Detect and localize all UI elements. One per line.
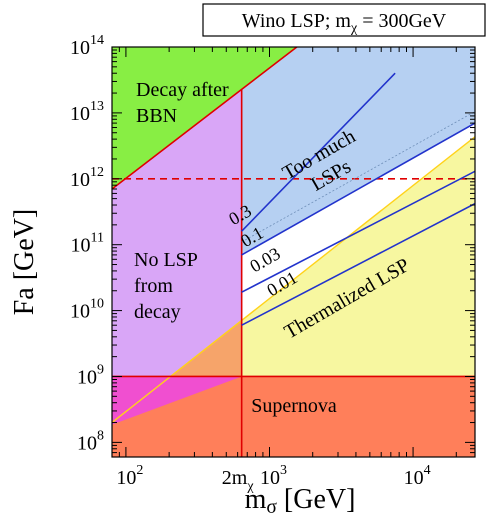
y-tick-label: 1010: [70, 297, 104, 323]
contour-line-3: [241, 202, 475, 326]
x-tick-label: 103: [260, 463, 287, 489]
x-tick-label: 102: [116, 463, 143, 489]
thermal-boundary-line: [112, 135, 475, 424]
y-tick-label: 108: [77, 428, 104, 454]
y-axis-label: Fa [GeV]: [9, 209, 40, 316]
contour-line-2: [241, 170, 475, 293]
region-allowed-band: [241, 123, 475, 321]
region-overlap-nolsp-supernova: [112, 376, 242, 425]
x-tick-label: 104: [404, 463, 431, 489]
contour-edge-dotted: [241, 111, 475, 243]
contour-line-0: [241, 72, 396, 232]
y-tick-label: 1011: [71, 231, 104, 257]
plot-frame: [111, 46, 476, 458]
label-no-lsp-from-decay: No LSP from decay: [134, 249, 198, 323]
y-tick-label: 1014: [70, 33, 104, 59]
label-supernova: Supernova: [251, 395, 337, 417]
x-axis-label: mσ [GeV]: [245, 484, 356, 518]
x-tick-label-2mchi: 2mχ: [222, 467, 255, 494]
region-too-much-lsps: [241, 47, 475, 255]
chart-title: Wino LSP; mχ = 300GeV: [242, 10, 447, 36]
label-decay-after-bbn: Decay after BBN: [136, 79, 229, 127]
contour-line-1: [241, 122, 475, 256]
bbn-boundary-line: [112, 47, 299, 191]
title-box: [202, 3, 486, 37]
contour-lines: [241, 72, 475, 326]
y-tick-label: 1013: [70, 99, 104, 125]
y-tick-label: 1012: [70, 165, 104, 191]
y-tick-label: 109: [77, 362, 104, 388]
region-no-lsp: [112, 89, 242, 423]
axis-ticks: 102 103 104 108 109 1010 1011 1012 1013 1014 2mχ: [70, 33, 475, 494]
plot-area: [112, 47, 475, 457]
